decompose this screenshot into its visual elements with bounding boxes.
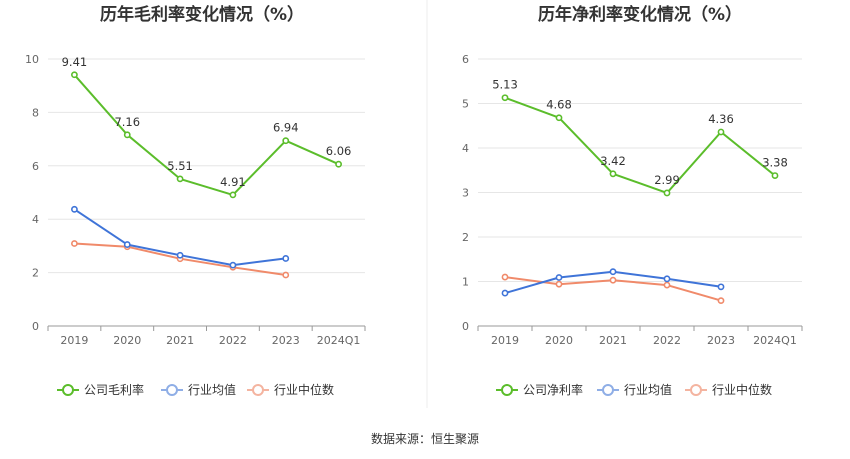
data-label: 3.42 (600, 154, 626, 168)
gross-margin-chart: 历年毛利率变化情况（%） 0 2 4 6 8 10 2019 2020 2021 2022 2023 2… (25, 4, 366, 397)
data-point-company (335, 160, 342, 168)
data-label: 4.68 (546, 98, 572, 112)
y-tick-label: 10 (25, 53, 39, 66)
data-label: 5.13 (492, 78, 518, 92)
legend-label-industry-median: 行业中位数 (274, 382, 334, 397)
y-tick-label: 4 (462, 142, 469, 155)
data-point-company (501, 94, 509, 102)
y-tick-label: 5 (462, 98, 469, 111)
legend-marker-industry-median (252, 384, 264, 396)
data-point-industry-avg (229, 261, 237, 269)
y-tick-label: 8 (32, 106, 39, 119)
data-label: 9.41 (62, 55, 88, 69)
data-point-industry-median (717, 297, 725, 305)
y-tick-label: 0 (32, 320, 39, 333)
legend-marker-industry-median (690, 384, 702, 396)
data-point-company (123, 131, 131, 139)
data-label: 3.38 (762, 156, 788, 170)
data-point-industry-avg (71, 205, 78, 213)
y-tick-label: 3 (462, 187, 469, 200)
x-tick-label: 2023 (272, 334, 300, 347)
legend-marker-company (62, 384, 74, 396)
data-point-company (176, 175, 184, 183)
data-label: 6.06 (326, 144, 352, 158)
legend-label-company: 公司净利率 (523, 382, 583, 397)
x-tick-label: 2021 (166, 334, 194, 347)
legend-label-company: 公司毛利率 (84, 382, 144, 397)
data-label: 7.16 (114, 115, 140, 129)
data-point-industry-median (282, 271, 290, 279)
x-tick-label: 2024Q1 (753, 334, 797, 347)
x-tick-label: 2024Q1 (317, 334, 361, 347)
data-point-company (663, 189, 671, 197)
legend-label-industry-avg: 行业均值 (188, 382, 236, 397)
x-tick-label: 2019 (60, 334, 88, 347)
y-tick-label: 6 (462, 53, 469, 66)
data-label: 4.36 (708, 112, 734, 126)
series-line-company (504, 96, 776, 194)
data-source-footer: 数据来源：恒生聚源 (371, 431, 479, 446)
data-point-industry-median (71, 240, 78, 247)
data-point-company (229, 191, 237, 199)
data-point-industry-median (501, 273, 509, 281)
x-tick-label: 2021 (599, 334, 627, 347)
y-tick-label: 4 (32, 213, 39, 226)
data-point-company (71, 71, 78, 79)
data-label: 2.99 (654, 173, 680, 187)
legend-marker-company (501, 384, 513, 396)
data-point-industry-avg (555, 274, 563, 281)
x-tick-label: 2020 (545, 334, 573, 347)
x-tick-label: 2022 (653, 334, 681, 347)
data-point-company (771, 172, 779, 179)
data-point-company (282, 137, 290, 145)
data-point-industry-median (609, 276, 617, 284)
series-line-company (73, 74, 340, 196)
data-point-industry-avg (176, 251, 184, 259)
y-tick-label: 6 (32, 160, 39, 173)
x-tick-label: 2022 (219, 334, 247, 347)
data-point-industry-avg (501, 289, 509, 297)
x-tick-label: 2019 (491, 334, 519, 347)
legend-label-industry-avg: 行业均值 (624, 382, 672, 397)
data-label: 6.94 (273, 121, 299, 135)
legend-marker-industry-avg (602, 384, 614, 396)
data-point-industry-median (555, 280, 563, 288)
data-point-industry-avg (663, 275, 671, 283)
data-point-industry-avg (717, 283, 725, 291)
x-tick-label: 2023 (707, 334, 735, 347)
y-tick-label: 1 (462, 276, 469, 289)
net-margin-chart: 历年净利率变化情况（%） 0 1 2 3 4 5 6 2019 2020 2021 2022 2023 2… (462, 4, 803, 397)
y-tick-label: 0 (462, 320, 469, 333)
legend-label-industry-median: 行业中位数 (712, 382, 772, 397)
data-point-industry-avg (282, 255, 290, 262)
data-point-company (717, 128, 725, 136)
data-label: 4.91 (220, 175, 246, 189)
y-tick-label: 2 (32, 267, 39, 280)
chart-title: 历年毛利率变化情况（%） (100, 4, 304, 25)
x-tick-label: 2020 (113, 334, 141, 347)
data-label: 5.51 (167, 159, 193, 173)
data-point-company (609, 170, 617, 178)
data-point-industry-avg (123, 241, 131, 248)
chart-title: 历年净利率变化情况（%） (538, 4, 742, 25)
data-point-industry-median (663, 281, 671, 289)
data-point-company (555, 114, 563, 122)
y-tick-label: 2 (462, 231, 469, 244)
data-point-industry-avg (609, 268, 617, 276)
legend-marker-industry-avg (166, 384, 178, 396)
